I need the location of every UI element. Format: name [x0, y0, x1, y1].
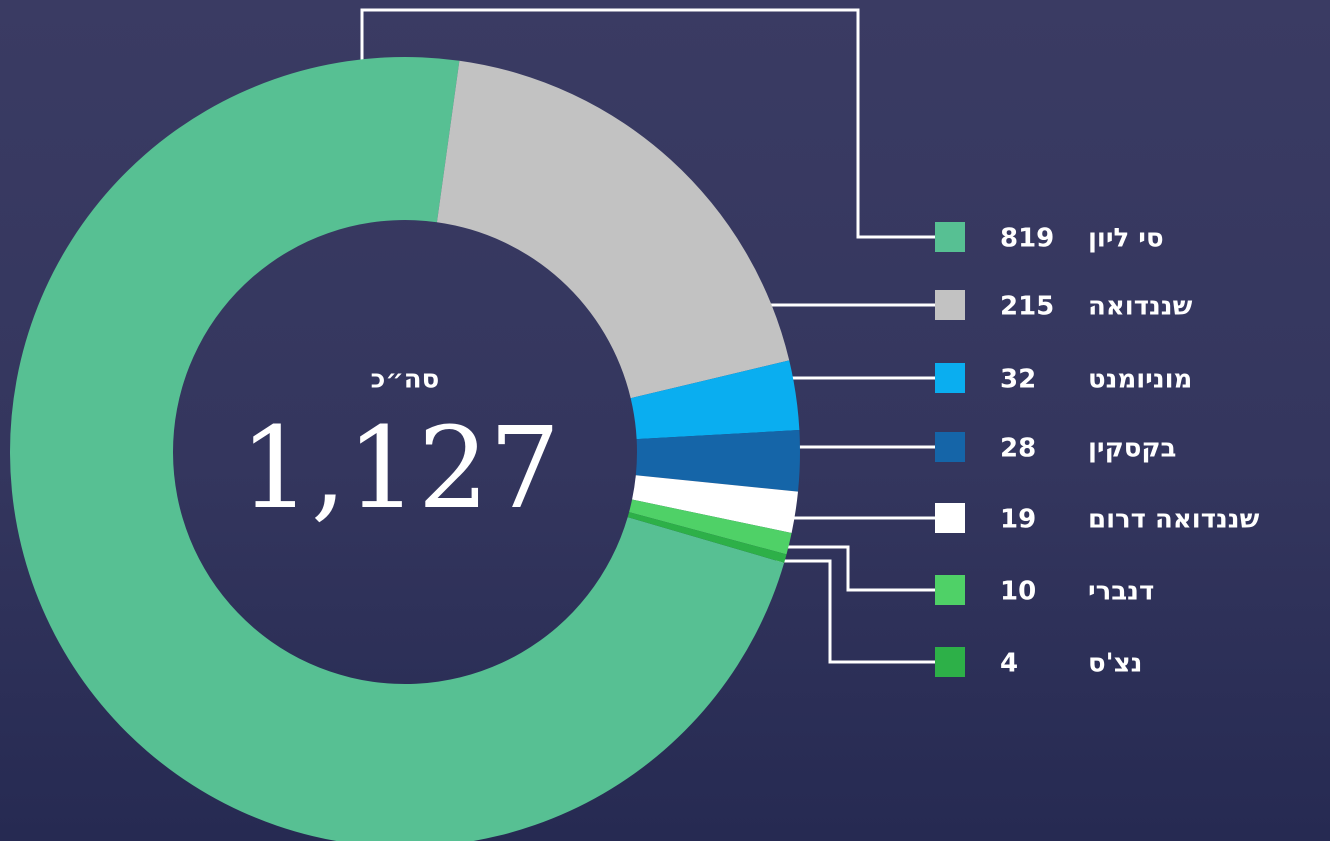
donut-segment [635, 430, 800, 492]
donut-segment [10, 57, 785, 841]
donut-segment [629, 499, 792, 555]
donut-segment [436, 60, 790, 399]
legend-label: שננדואה דרום [1088, 505, 1260, 535]
center-total: 1,127 [240, 404, 561, 534]
legend: 819 סי ליון 215 שננדואה 32 מוניומנט 28 בקסקין 19… [935, 222, 1260, 679]
legend-value: 32 [1000, 365, 1036, 395]
legend-label: מוניומנט [1088, 365, 1192, 395]
legend-value: 10 [1000, 577, 1036, 607]
legend-value: 19 [1000, 505, 1036, 535]
connector [776, 559, 935, 664]
connectors [360, 8, 935, 664]
legend-label: נצ'ס [1088, 649, 1142, 679]
legend-swatch [935, 647, 965, 677]
connector [360, 8, 935, 239]
connector [782, 545, 935, 592]
legend-swatch [935, 290, 965, 320]
legend-swatch [935, 363, 965, 393]
legend-label: סי ליון [1088, 224, 1164, 254]
legend-swatch [935, 575, 965, 605]
legend-swatch [935, 222, 965, 252]
donut-segment [630, 360, 800, 440]
center-title: סה״כ [371, 365, 440, 395]
legend-label: דנברי [1088, 577, 1154, 607]
legend-swatch [935, 503, 965, 533]
legend-value: 215 [1000, 292, 1054, 322]
legend-value: 819 [1000, 224, 1054, 254]
legend-label: בקסקין [1088, 434, 1176, 464]
legend-label: שננדואה [1088, 292, 1193, 322]
legend-swatch [935, 432, 965, 462]
legend-value: 4 [1000, 649, 1018, 679]
donut-segment [632, 475, 799, 533]
donut-segment [627, 512, 787, 563]
legend-value: 28 [1000, 434, 1036, 464]
donut [10, 57, 800, 841]
